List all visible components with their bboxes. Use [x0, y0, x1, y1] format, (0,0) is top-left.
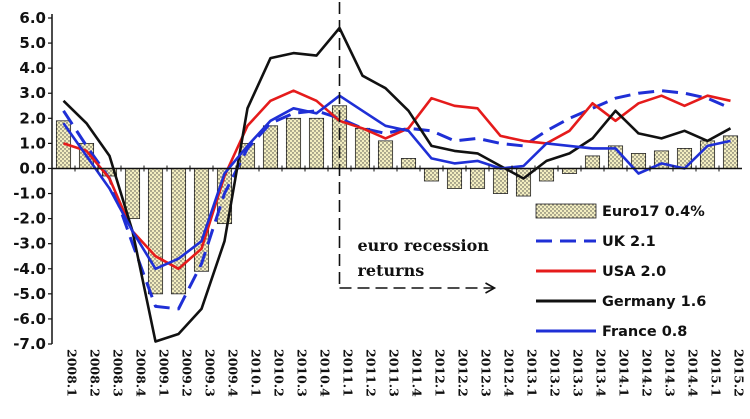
bar [446, 168, 463, 189]
series-line-germany [62, 26, 732, 343]
x-tick-label: 2011.2 [364, 349, 379, 397]
x-tick-label: 2009.2 [180, 349, 195, 397]
legend-label: UK 2.1 [602, 234, 656, 250]
y-tick-label: 6.0 [19, 9, 46, 27]
x-tick-label: 2010.2 [272, 349, 287, 397]
y-tick-label: 3.0 [19, 84, 46, 102]
y-tick-label: 1.0 [19, 134, 46, 152]
series-lines [62, 26, 732, 343]
annotation-line-1: euro recession [358, 236, 490, 255]
y-tick-label: -4.0 [13, 260, 46, 278]
bar [170, 168, 187, 295]
y-tick-label: -3.0 [13, 235, 46, 253]
bars [55, 105, 739, 295]
bar [377, 140, 394, 169]
y-tick-label: 2.0 [19, 109, 46, 127]
x-tick-label: 2010.3 [295, 349, 310, 397]
x-tick-label: 2014.2 [640, 349, 655, 397]
x-tick-label: 2013.1 [525, 349, 540, 397]
y-tick-label: 4.0 [19, 59, 46, 77]
legend: Euro17 0.4% UK 2.1 USA 2.0 Germany 1.6 Franc… [535, 203, 706, 340]
x-tick-label: 2011.3 [387, 349, 402, 397]
bar [492, 168, 509, 194]
x-tick-label: 2010.4 [318, 349, 333, 397]
y-tick-label: 5.0 [19, 34, 46, 52]
x-tick-label: 2010.1 [249, 349, 264, 397]
bar [423, 168, 440, 182]
y-tick-label: -5.0 [13, 285, 46, 303]
y-tick-label: -2.0 [13, 210, 46, 228]
x-tick-label: 2013.3 [571, 349, 586, 397]
series-line-uk [62, 89, 732, 311]
legend-swatch-bar [535, 203, 597, 219]
y-tick-label: -6.0 [13, 310, 46, 328]
bar [308, 117, 325, 169]
series-line-usa [63, 89, 731, 271]
bar [262, 125, 279, 169]
x-tick-label: 2009.4 [226, 349, 241, 397]
x-tick-label: 2012.3 [479, 349, 494, 397]
bar [676, 147, 693, 169]
x-tick-label: 2014.4 [686, 349, 701, 397]
legend-label: France 0.8 [602, 324, 687, 340]
y-axis-ticks: 6.0 5.0 4.0 3.0 2.0 1.0 0.0 -1.0 -2.0 -3.0 -4.0 -5.… [13, 9, 52, 353]
x-tick-label: 2008.4 [134, 349, 149, 397]
x-tick-label: 2009.3 [203, 349, 218, 397]
x-tick-label: 2009.1 [157, 349, 172, 397]
x-tick-label: 2008.1 [65, 349, 80, 397]
x-tick-label: 2008.3 [111, 349, 126, 397]
y-tick-label: -1.0 [13, 185, 46, 203]
bar [354, 127, 371, 169]
bar [584, 155, 601, 169]
legend-label: USA 2.0 [602, 264, 666, 280]
x-tick-label: 2013.2 [548, 349, 563, 397]
x-tick-label: 2011.1 [341, 349, 356, 397]
bar [515, 168, 532, 197]
x-tick-label: 2015.2 [732, 349, 747, 397]
x-tick-label: 2015.1 [709, 349, 724, 397]
x-tick-label: 2014.3 [663, 349, 678, 397]
bar [285, 117, 302, 169]
bar [147, 168, 164, 295]
bar [469, 168, 486, 189]
bar [538, 168, 555, 182]
x-tick-label: 2008.2 [88, 349, 103, 397]
x-tick-label: 2012.2 [456, 349, 471, 397]
legend-label: Euro17 0.4% [602, 204, 705, 220]
x-tick-label: 2014.1 [617, 349, 632, 397]
y-tick-label: -7.0 [13, 335, 46, 353]
annotation-arrowhead [485, 282, 497, 294]
x-tick-label: 2012.4 [502, 349, 517, 397]
series-line-france [62, 94, 731, 271]
bar [193, 168, 210, 272]
bar [400, 158, 417, 169]
y-tick-label: 0.0 [19, 159, 46, 177]
annotation-line-2: returns [358, 261, 425, 280]
bar [561, 168, 578, 174]
x-tick-label: 2013.4 [594, 349, 609, 397]
x-axis-ticks: 2008.1 2008.2 2008.3 2008.4 2009.1 2009.2 2009… [51, 165, 747, 397]
legend-label: Germany 1.6 [602, 294, 706, 310]
x-tick-label: 2012.1 [433, 349, 448, 397]
x-tick-label: 2011.4 [410, 349, 425, 397]
